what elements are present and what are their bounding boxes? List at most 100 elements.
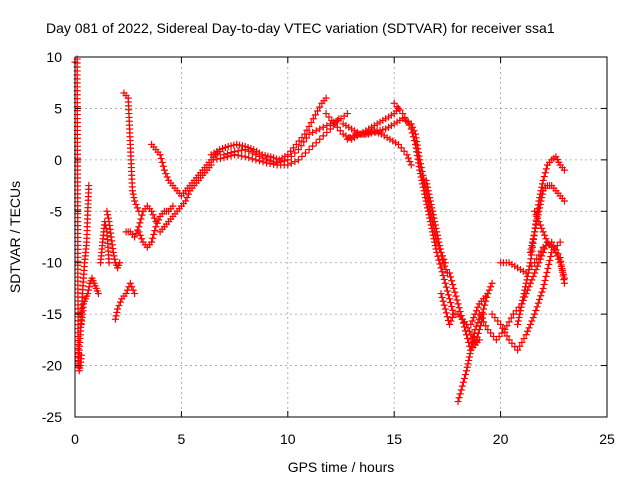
data-point — [456, 308, 464, 316]
data-point — [401, 113, 409, 121]
data-point — [414, 155, 422, 163]
data-point — [454, 398, 462, 406]
data-point — [538, 224, 546, 232]
data-point — [429, 211, 437, 219]
data-point — [412, 144, 420, 152]
data-point — [84, 290, 92, 298]
data-point — [515, 314, 523, 322]
data-point — [427, 200, 435, 208]
data-point — [526, 248, 534, 256]
data-point — [465, 356, 473, 364]
data-point — [541, 169, 549, 177]
data-point — [85, 182, 93, 190]
data-point — [404, 154, 412, 162]
data-point — [527, 245, 535, 253]
data-point — [428, 204, 436, 212]
data-point — [524, 269, 532, 277]
data-point — [533, 214, 541, 222]
data-point — [514, 317, 522, 325]
data-point — [319, 132, 327, 140]
y-tick-label: 5 — [54, 100, 62, 116]
data-point — [438, 293, 446, 301]
data-point — [129, 286, 137, 294]
x-tick-label: 20 — [493, 431, 509, 447]
data-point — [543, 268, 551, 276]
data-point — [413, 148, 421, 156]
data-point — [102, 224, 110, 232]
data-point — [530, 231, 538, 239]
data-point — [447, 299, 455, 307]
data-point — [460, 323, 468, 331]
data-point — [150, 214, 158, 222]
data-point — [433, 231, 441, 239]
data-point — [148, 207, 156, 215]
series-track-12 — [207, 94, 330, 164]
data-point — [481, 301, 489, 309]
data-point — [248, 149, 256, 157]
data-point — [522, 279, 530, 287]
data-point — [309, 128, 317, 136]
data-point — [446, 295, 454, 303]
data-point — [169, 202, 177, 210]
data-point — [415, 159, 423, 167]
data-point — [503, 332, 511, 340]
data-point — [424, 183, 432, 191]
data-point — [446, 269, 454, 277]
data-point — [426, 197, 434, 205]
data-point — [137, 215, 145, 223]
data-point — [438, 268, 446, 276]
data-point — [444, 291, 452, 299]
data-point — [182, 197, 190, 205]
data-point — [435, 238, 443, 246]
data-point — [422, 176, 430, 184]
data-point — [153, 219, 161, 227]
data-point — [536, 295, 544, 303]
data-point — [499, 324, 507, 332]
data-point — [455, 304, 463, 312]
data-point — [531, 228, 539, 236]
data-point — [163, 173, 171, 181]
data-point — [316, 125, 324, 133]
x-tick-label: 25 — [599, 431, 615, 447]
data-point — [220, 151, 228, 159]
data-point — [538, 180, 546, 188]
data-point — [148, 238, 156, 246]
data-point — [316, 135, 324, 143]
data-point — [525, 324, 533, 332]
data-point — [457, 311, 465, 319]
x-tick-label: 0 — [71, 431, 79, 447]
data-point — [541, 231, 549, 239]
data-point — [152, 223, 160, 231]
series-track-04 — [97, 218, 113, 267]
y-tick-label: -15 — [42, 306, 62, 322]
series-track-14 — [220, 110, 351, 167]
data-point — [440, 275, 448, 283]
data-point — [305, 122, 313, 130]
data-point — [128, 187, 136, 195]
data-point — [541, 245, 549, 253]
data-point — [434, 235, 442, 243]
data-point — [322, 94, 330, 102]
data-point — [307, 119, 315, 127]
data-point — [470, 332, 478, 340]
data-point — [424, 187, 432, 195]
data-point — [526, 262, 534, 270]
data-point — [437, 264, 445, 272]
data-point — [406, 158, 414, 166]
data-point — [519, 296, 527, 304]
data-point — [538, 183, 546, 191]
data-point — [416, 166, 424, 174]
data-point — [456, 390, 464, 398]
data-point — [534, 299, 542, 307]
y-tick-label: -20 — [42, 358, 62, 374]
data-point — [312, 139, 320, 147]
data-point — [453, 296, 461, 304]
x-tick-label: 10 — [280, 431, 296, 447]
data-point — [505, 318, 513, 326]
data-point — [497, 320, 505, 328]
data-point — [105, 259, 113, 267]
data-point — [463, 331, 471, 339]
data-point — [252, 151, 260, 159]
data-point — [539, 176, 547, 184]
data-point — [138, 211, 146, 219]
